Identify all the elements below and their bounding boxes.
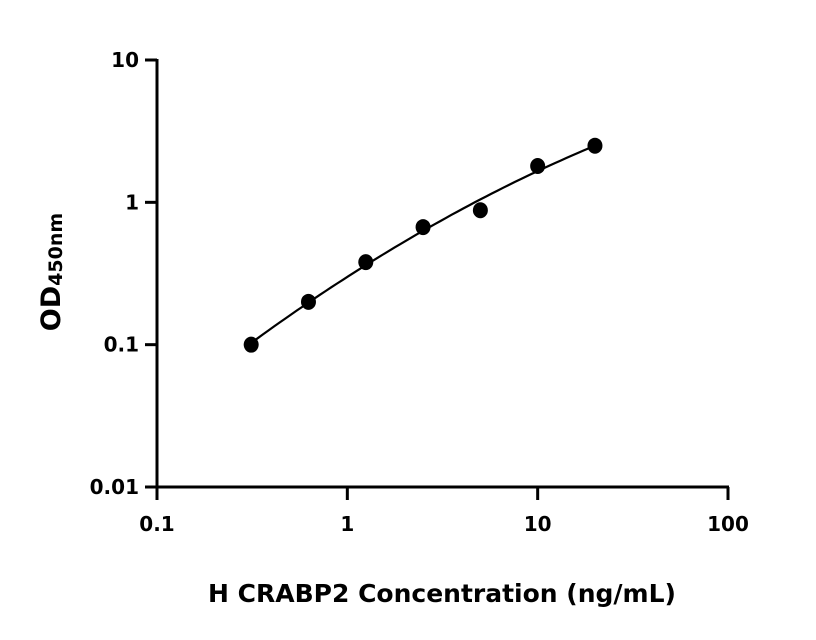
data-point [587, 137, 603, 154]
x-tick-label: 100 [707, 512, 749, 536]
data-points [243, 137, 603, 353]
fit-curve [250, 144, 596, 344]
data-point [530, 157, 546, 174]
x-tick-label: 0.1 [139, 512, 174, 536]
data-point [358, 254, 374, 271]
data-point [243, 336, 259, 353]
y-axis-label-subscript: 450nm [45, 213, 67, 286]
data-point [415, 219, 431, 236]
axes [145, 58, 730, 500]
y-tick-label: 0.01 [90, 475, 139, 499]
x-tick-label: 1 [340, 512, 354, 536]
x-tick-label: 10 [524, 512, 552, 536]
y-tick-label: 0.1 [104, 333, 139, 357]
y-tick-label: 1 [125, 190, 139, 214]
y-axis-label-main: OD [36, 286, 67, 331]
y-tick-label: 10 [111, 48, 139, 72]
data-point [472, 202, 488, 219]
x-axis-label: H CRABP2 Concentration (ng/mL) [208, 579, 676, 608]
y-axis-label: OD450nm [36, 213, 67, 331]
data-point [300, 293, 316, 310]
